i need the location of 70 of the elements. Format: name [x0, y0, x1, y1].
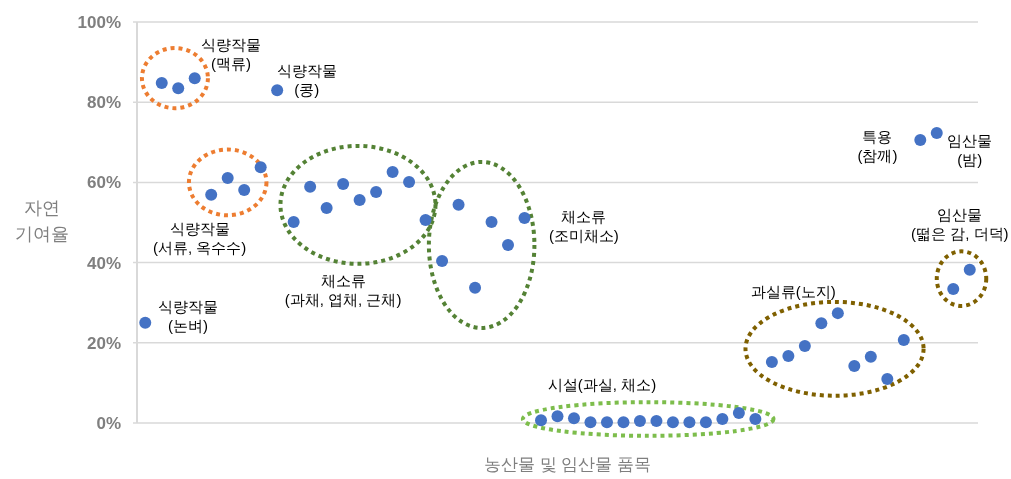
y-axis-title: 자연 기여율 — [15, 198, 69, 244]
point — [452, 198, 465, 211]
point — [749, 412, 762, 425]
point — [353, 194, 366, 207]
annotation: 임산물 (떫은 감, 더덕) — [911, 206, 1009, 243]
point — [188, 72, 201, 85]
point — [502, 238, 515, 251]
point — [254, 161, 267, 174]
point — [716, 412, 729, 425]
point — [633, 415, 646, 427]
x-axis-title: 농산물 및 임산물 품목 — [483, 455, 652, 474]
point — [172, 82, 185, 95]
point — [897, 333, 910, 346]
point — [139, 316, 152, 329]
point — [963, 263, 976, 276]
point — [798, 340, 811, 353]
annotation: 식량작물 (콩) — [276, 61, 337, 98]
annotation: 특용 (참깨) — [857, 127, 898, 164]
point — [403, 176, 416, 188]
point — [386, 165, 399, 178]
point — [666, 416, 679, 429]
point — [699, 416, 712, 429]
point — [221, 171, 234, 184]
point — [600, 416, 613, 429]
y-tick-label: 60% — [86, 173, 121, 193]
y-tick-label: 20% — [86, 333, 121, 353]
point — [337, 178, 350, 190]
point — [304, 180, 317, 193]
point — [732, 406, 745, 419]
point — [551, 410, 564, 423]
point — [782, 350, 795, 363]
point — [205, 188, 218, 201]
point — [370, 186, 383, 199]
point — [947, 283, 960, 296]
point — [683, 416, 696, 429]
point — [567, 412, 580, 425]
annotation: 채소류 (조미채소) — [548, 208, 619, 245]
point — [864, 350, 877, 363]
y-tick-label: 0% — [96, 414, 121, 433]
point — [518, 212, 531, 225]
annotation: 식량작물 (서류, 옥수수) — [153, 220, 247, 257]
point — [469, 281, 482, 294]
y-tick-label: 40% — [86, 253, 121, 273]
point — [617, 416, 630, 429]
point — [287, 216, 300, 229]
point — [271, 84, 284, 97]
annotation: 채소류 (과채, 엽채, 근채) — [284, 272, 402, 309]
point — [914, 133, 927, 146]
point — [320, 202, 333, 215]
point — [831, 307, 844, 320]
point — [238, 184, 251, 197]
point — [485, 216, 498, 229]
point — [765, 356, 778, 369]
y-tick-label: 80% — [86, 93, 121, 113]
point — [848, 360, 861, 373]
annotation: 식량작물 (논벼) — [158, 297, 219, 334]
annotation: 시설(과실, 채소) — [547, 375, 657, 393]
point — [881, 372, 894, 385]
point — [436, 255, 449, 267]
point — [650, 415, 663, 427]
point — [584, 416, 597, 429]
point — [815, 317, 828, 330]
point — [155, 76, 168, 89]
annotation: 임산물 (밤) — [947, 131, 993, 168]
point — [535, 414, 548, 427]
point — [930, 127, 943, 140]
annotation: 식량작물 (맥류) — [200, 35, 261, 72]
point — [419, 214, 432, 227]
annotation: 과실류(노지) — [750, 282, 836, 300]
y-tick-label: 100% — [77, 13, 121, 32]
